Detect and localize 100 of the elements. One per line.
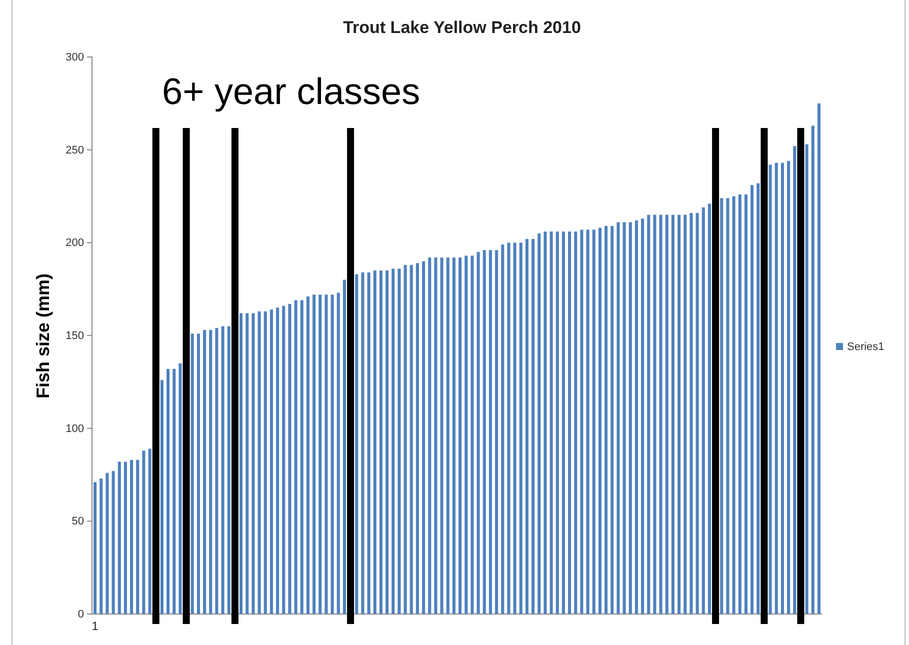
bar (124, 462, 127, 614)
bar (671, 214, 674, 614)
bar (634, 220, 638, 614)
bar (209, 330, 212, 614)
bar (678, 214, 681, 614)
bar (507, 242, 510, 614)
bar (665, 214, 668, 614)
bar (324, 294, 328, 614)
bar (647, 214, 650, 614)
bar (336, 292, 340, 614)
bar (203, 330, 206, 614)
bar (544, 232, 547, 614)
bar (330, 294, 334, 614)
bar (264, 311, 267, 614)
bar (312, 294, 316, 614)
bar (519, 242, 522, 614)
y-tick-label: 200 (66, 237, 84, 250)
y-tick-label: 250 (66, 144, 84, 156)
bar (604, 226, 608, 614)
bar (568, 232, 572, 614)
bar (580, 230, 584, 614)
bar (282, 306, 286, 614)
bar (166, 368, 170, 614)
y-tick-label: 100 (66, 422, 84, 435)
bar (434, 258, 438, 614)
bar (610, 226, 614, 614)
bar (294, 300, 298, 614)
bar (160, 380, 164, 614)
bar (221, 326, 224, 614)
bar (538, 233, 541, 614)
bar (392, 268, 395, 614)
bar (780, 162, 784, 614)
x-tick-label: 1 (92, 619, 99, 634)
bar (470, 256, 474, 614)
y-tick-label: 150 (66, 330, 84, 342)
bar (416, 263, 419, 614)
bar (562, 232, 565, 614)
bar (270, 310, 273, 614)
bar (373, 270, 376, 614)
bar (622, 222, 626, 614)
bar (556, 232, 559, 614)
bar (774, 162, 778, 614)
bar (702, 207, 705, 614)
bar (240, 313, 243, 614)
bar (750, 185, 754, 614)
bar (410, 264, 413, 614)
bar (501, 244, 504, 614)
bar (288, 304, 292, 614)
bar (130, 460, 134, 614)
bar (196, 334, 200, 614)
bar (659, 214, 662, 614)
bar (628, 222, 632, 614)
bar (379, 270, 382, 614)
bar (696, 212, 699, 614)
bar (404, 264, 407, 614)
bar (464, 256, 468, 614)
bar (306, 296, 310, 614)
bar (482, 250, 486, 614)
bar (458, 258, 462, 614)
bar (690, 212, 693, 614)
bar (100, 478, 103, 614)
bar (513, 242, 516, 614)
bar (318, 294, 322, 614)
bar (446, 258, 450, 614)
bar (398, 268, 401, 614)
bar (684, 214, 687, 614)
annotation: 6+ year classes (162, 71, 420, 112)
bar (532, 238, 535, 614)
bar (422, 261, 426, 614)
bar (598, 228, 602, 614)
bar (215, 328, 218, 614)
bar (787, 160, 790, 614)
bar (276, 308, 280, 614)
bar (172, 368, 176, 614)
bar (525, 238, 528, 614)
bar (574, 232, 578, 614)
y-axis-title: Fish size (mm) (33, 273, 53, 399)
bar (300, 300, 304, 614)
bar (386, 270, 389, 614)
bar (440, 258, 444, 614)
bar (653, 214, 656, 614)
bar (811, 126, 814, 614)
bar (246, 313, 249, 614)
legend-label: Series1 (847, 341, 884, 353)
bar (227, 326, 230, 614)
bar (495, 250, 498, 614)
bar (586, 230, 590, 614)
bar (476, 252, 480, 614)
bar (258, 311, 261, 614)
bar (726, 198, 730, 614)
bar (106, 472, 109, 614)
bar (252, 313, 255, 614)
bar (817, 103, 820, 614)
bar (94, 482, 97, 614)
bar (488, 250, 492, 614)
bar (616, 222, 620, 614)
bar (190, 334, 194, 614)
bar (641, 218, 644, 614)
bar (550, 232, 553, 614)
bar (428, 258, 432, 614)
